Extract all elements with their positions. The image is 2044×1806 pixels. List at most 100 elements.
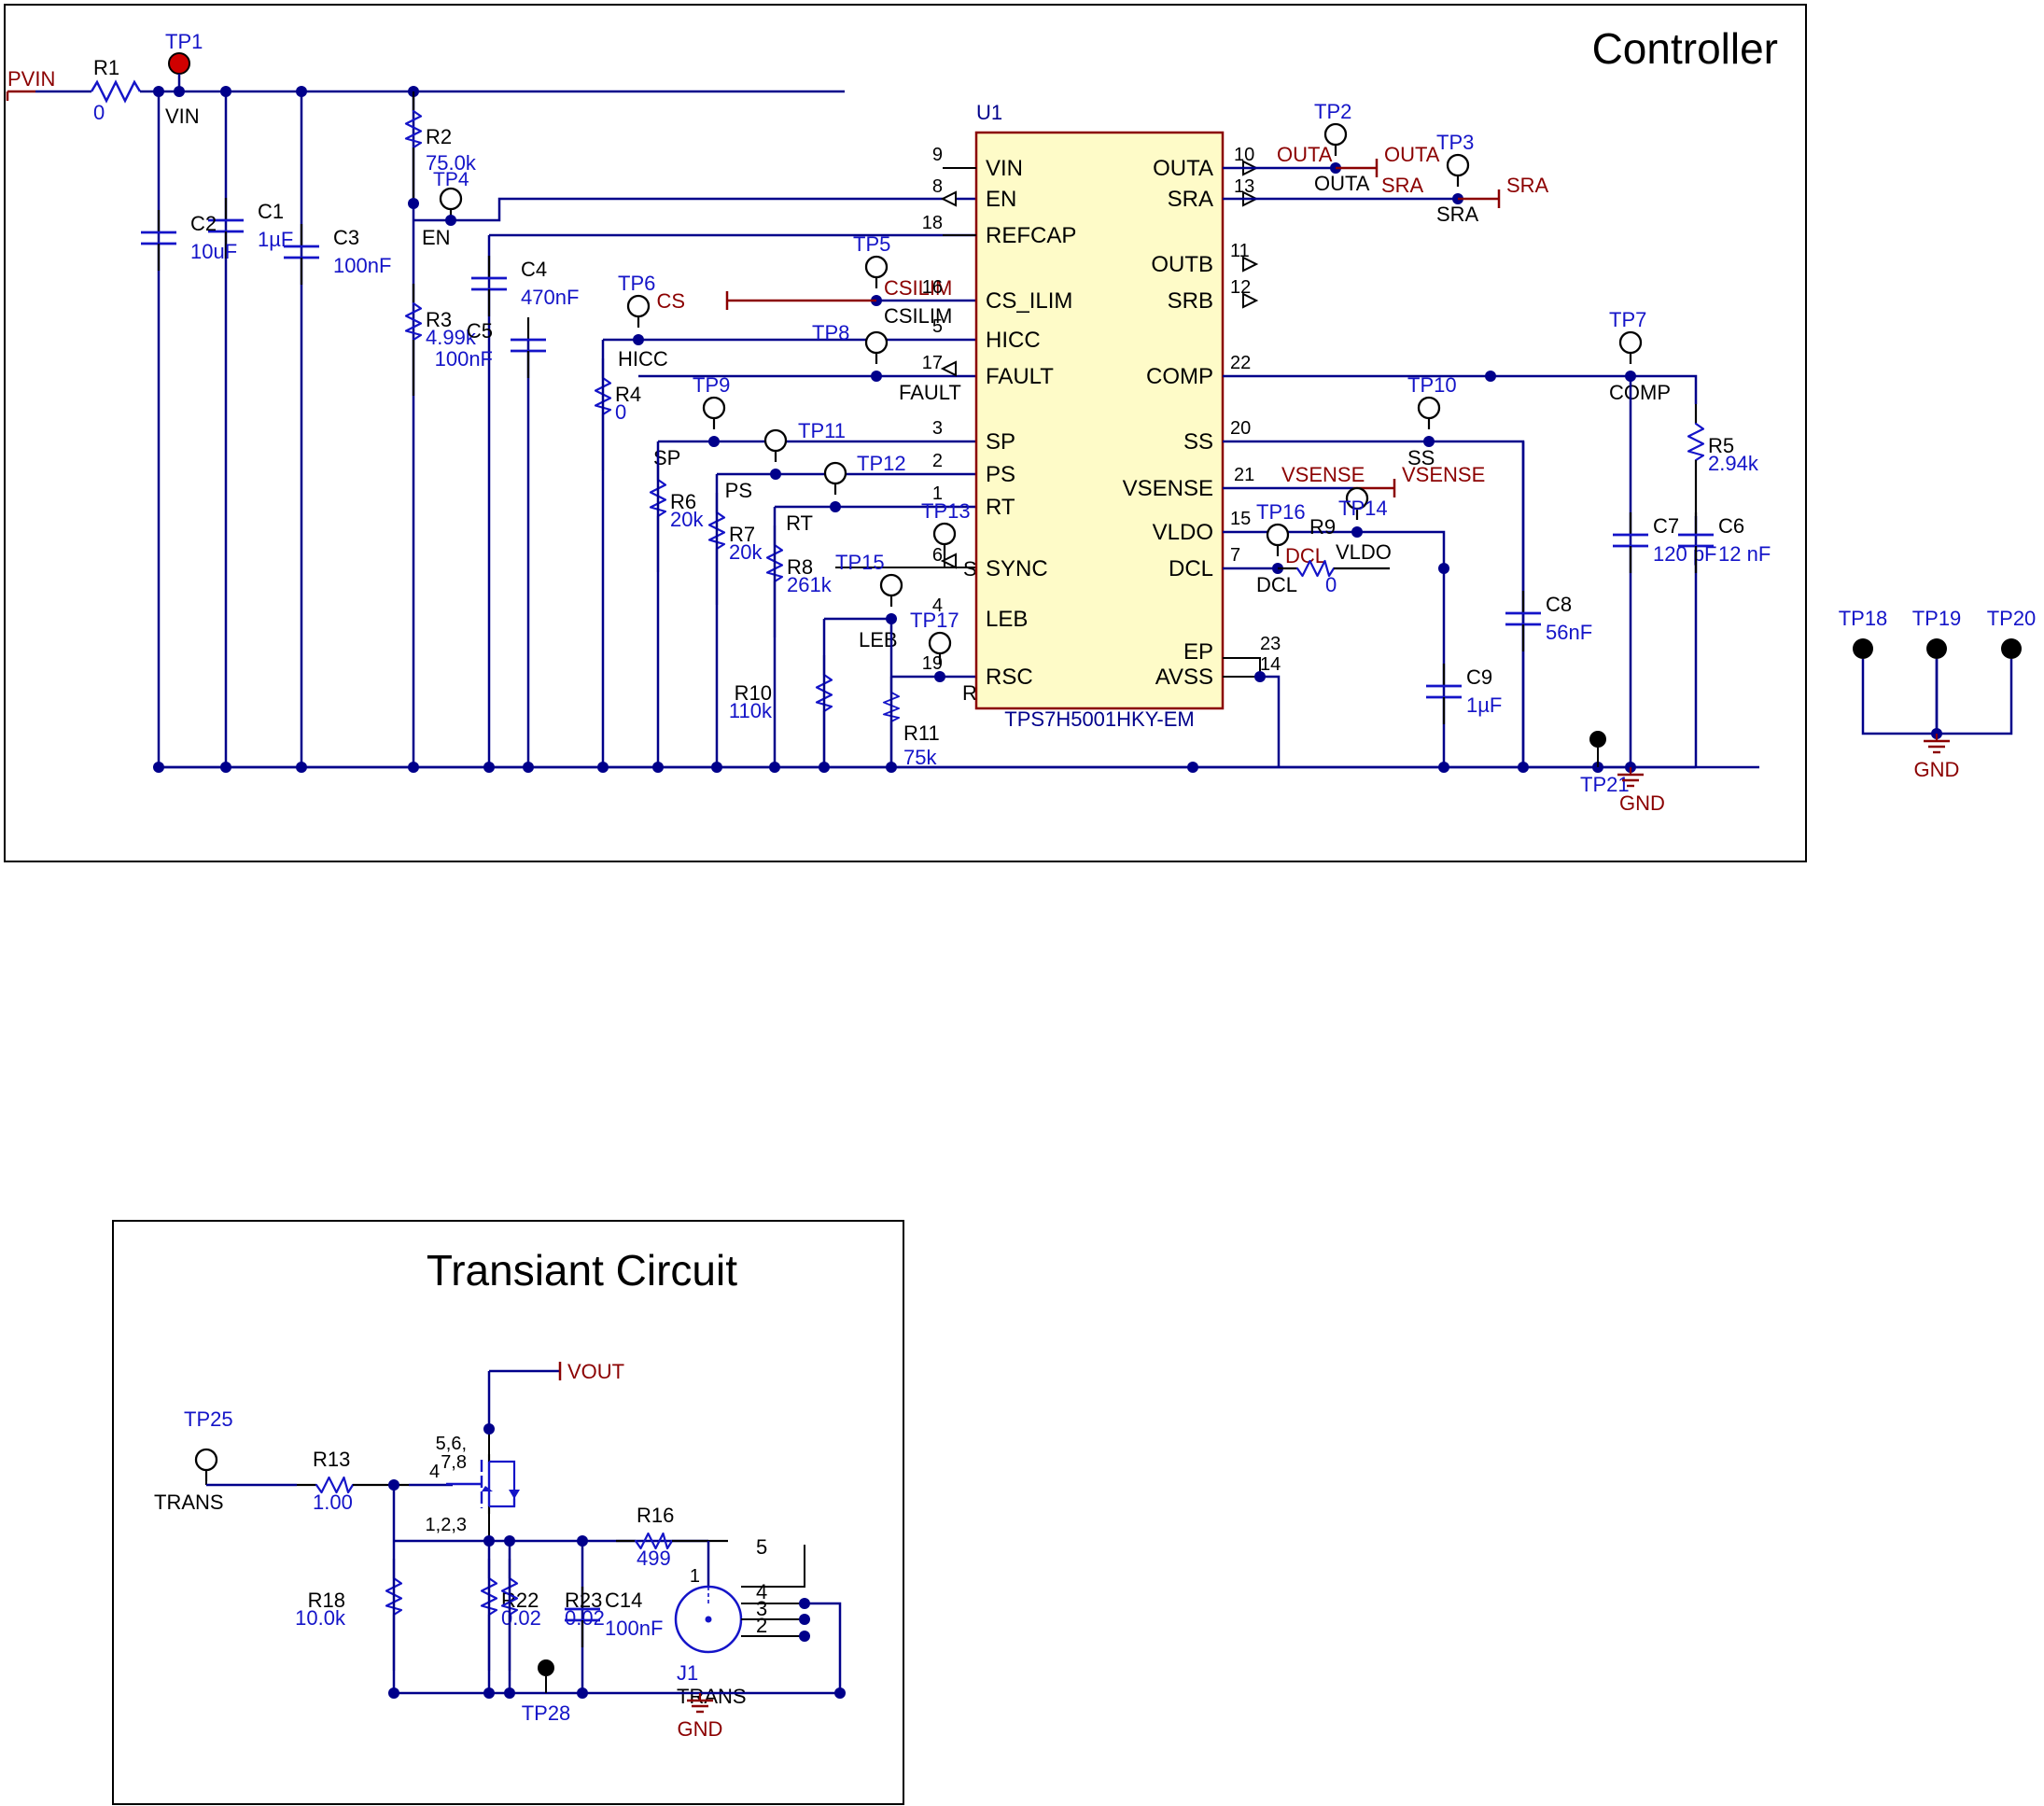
svg-text:SYNC: SYNC <box>986 556 1048 581</box>
svg-text:8: 8 <box>932 176 943 197</box>
svg-text:1µF: 1µF <box>1466 693 1502 717</box>
svg-text:RT: RT <box>786 511 813 535</box>
svg-text:C5: C5 <box>467 319 493 343</box>
svg-text:J1: J1 <box>677 1661 698 1685</box>
svg-text:Transiant Circuit: Transiant Circuit <box>427 1246 737 1295</box>
svg-text:SRB: SRB <box>1168 288 1213 314</box>
svg-text:TP14: TP14 <box>1338 497 1388 520</box>
svg-text:U1: U1 <box>976 101 1002 124</box>
svg-text:5: 5 <box>756 1535 767 1559</box>
svg-text:PS: PS <box>986 462 1015 487</box>
svg-text:SRA: SRA <box>1168 187 1213 212</box>
svg-text:FAULT: FAULT <box>899 381 961 404</box>
svg-text:20: 20 <box>1230 418 1251 439</box>
svg-text:1: 1 <box>690 1566 700 1587</box>
svg-text:CS_ILIM: CS_ILIM <box>986 288 1072 314</box>
svg-text:VSENSE: VSENSE <box>1281 463 1365 486</box>
svg-text:R13: R13 <box>313 1448 350 1471</box>
svg-text:75k: 75k <box>903 746 937 769</box>
svg-text:OUTA: OUTA <box>1153 156 1213 181</box>
svg-text:OUTA: OUTA <box>1314 172 1370 195</box>
svg-text:R2: R2 <box>426 125 452 148</box>
svg-text:PS: PS <box>725 479 752 502</box>
svg-text:EN: EN <box>986 187 1016 212</box>
svg-text:HICC: HICC <box>986 328 1041 353</box>
svg-text:C6: C6 <box>1718 514 1744 538</box>
svg-text:Controller: Controller <box>1592 24 1778 73</box>
svg-text:TP3: TP3 <box>1436 131 1474 154</box>
svg-text:11: 11 <box>1230 241 1250 261</box>
svg-text:C8: C8 <box>1546 593 1572 616</box>
svg-text:499: 499 <box>637 1547 671 1570</box>
svg-text:DCL: DCL <box>1256 573 1297 596</box>
svg-text:TP5: TP5 <box>853 232 890 256</box>
svg-text:7: 7 <box>1230 545 1240 566</box>
svg-text:GND: GND <box>1914 758 1960 781</box>
svg-text:9: 9 <box>932 145 943 165</box>
svg-text:OUTA: OUTA <box>1384 143 1440 166</box>
svg-text:VIN: VIN <box>986 156 1023 181</box>
svg-text:TP16: TP16 <box>1256 500 1306 524</box>
svg-text:TP25: TP25 <box>184 1407 233 1431</box>
svg-text:TP9: TP9 <box>693 373 730 397</box>
svg-text:OUTA: OUTA <box>1277 143 1333 166</box>
svg-text:100nF: 100nF <box>435 347 493 371</box>
svg-text:22: 22 <box>1230 353 1251 373</box>
svg-text:TP4: TP4 <box>433 169 469 190</box>
svg-text:470nF: 470nF <box>521 286 579 309</box>
svg-text:C2: C2 <box>190 212 217 235</box>
svg-text:17: 17 <box>922 353 943 373</box>
svg-text:261k: 261k <box>787 573 833 596</box>
svg-text:TP11: TP11 <box>798 419 846 442</box>
svg-text:23: 23 <box>1260 634 1281 654</box>
svg-text:10.0k: 10.0k <box>295 1606 346 1630</box>
svg-text:TRANS: TRANS <box>677 1685 747 1708</box>
svg-text:PVIN: PVIN <box>7 67 55 91</box>
svg-text:GND: GND <box>1619 791 1665 815</box>
svg-text:0.02: 0.02 <box>501 1606 541 1630</box>
svg-text:TP19: TP19 <box>1912 607 1962 630</box>
svg-text:FAULT: FAULT <box>986 364 1054 389</box>
svg-text:6: 6 <box>932 545 943 566</box>
svg-text:TPS7H5001HKY-EM: TPS7H5001HKY-EM <box>1004 707 1194 731</box>
svg-text:3: 3 <box>932 418 943 439</box>
svg-text:C14: C14 <box>605 1589 642 1612</box>
svg-text:TP13: TP13 <box>921 499 971 523</box>
svg-text:TP1: TP1 <box>165 30 203 53</box>
svg-text:TP15: TP15 <box>835 551 885 574</box>
svg-text:COMP: COMP <box>1146 364 1213 389</box>
svg-text:C9: C9 <box>1466 665 1492 689</box>
svg-text:DCL: DCL <box>1285 544 1326 567</box>
svg-text:10uF: 10uF <box>190 240 237 263</box>
svg-text:R9: R9 <box>1309 515 1336 539</box>
svg-text:TP18: TP18 <box>1839 607 1888 630</box>
svg-text:DCL: DCL <box>1169 556 1213 581</box>
svg-text:TP2: TP2 <box>1314 100 1351 123</box>
svg-text:TP6: TP6 <box>618 272 655 295</box>
svg-text:TRANS: TRANS <box>154 1491 224 1514</box>
svg-text:12 nF: 12 nF <box>1718 542 1771 566</box>
svg-text:16: 16 <box>922 277 943 298</box>
svg-text:VLDO: VLDO <box>1153 520 1213 545</box>
svg-text:OUTB: OUTB <box>1151 252 1213 277</box>
svg-text:TP28: TP28 <box>522 1701 571 1725</box>
svg-text:TP10: TP10 <box>1407 373 1457 397</box>
svg-text:20k: 20k <box>670 508 704 531</box>
svg-text:TP20: TP20 <box>1987 607 2037 630</box>
svg-text:TP8: TP8 <box>812 321 849 344</box>
svg-text:100nF: 100nF <box>605 1617 663 1640</box>
svg-text:21: 21 <box>1234 465 1254 485</box>
svg-text:0: 0 <box>93 101 105 124</box>
svg-text:RSC: RSC <box>986 665 1033 690</box>
svg-text:AVSS: AVSS <box>1155 665 1213 690</box>
svg-text:2.94k: 2.94k <box>1708 452 1759 475</box>
svg-text:SRA: SRA <box>1381 174 1424 197</box>
svg-text:2: 2 <box>756 1614 767 1637</box>
svg-text:GND: GND <box>678 1717 723 1741</box>
svg-text:VOUT: VOUT <box>567 1360 624 1383</box>
svg-text:COMP: COMP <box>1609 381 1671 404</box>
svg-text:C3: C3 <box>333 226 359 249</box>
svg-text:0: 0 <box>1325 573 1337 596</box>
svg-text:5,6,: 5,6, <box>436 1434 467 1454</box>
svg-text:REFCAP: REFCAP <box>986 223 1076 248</box>
